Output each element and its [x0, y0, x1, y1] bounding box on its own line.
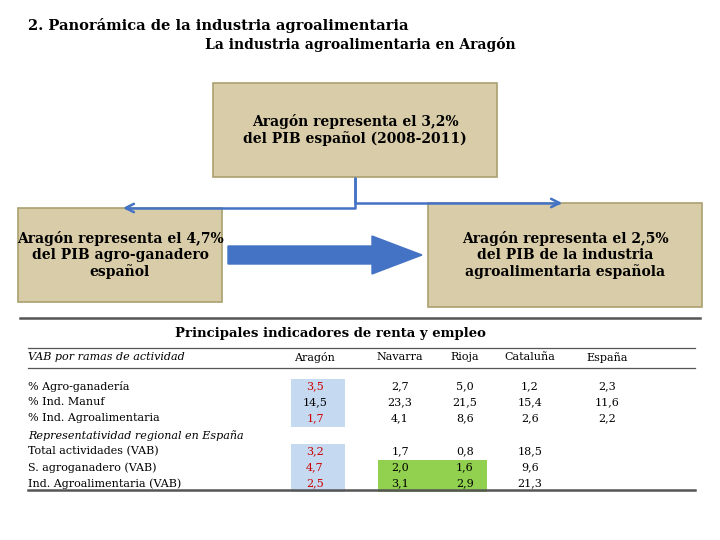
- Text: Rioja: Rioja: [451, 352, 480, 362]
- Text: 18,5: 18,5: [518, 446, 542, 456]
- Text: 2,9: 2,9: [456, 478, 474, 488]
- Text: 3,5: 3,5: [306, 381, 324, 391]
- FancyBboxPatch shape: [378, 476, 487, 492]
- Text: 1,7: 1,7: [306, 413, 324, 423]
- Text: Cataluña: Cataluña: [505, 352, 555, 362]
- Text: 4,1: 4,1: [391, 413, 409, 423]
- Text: 2,6: 2,6: [521, 413, 539, 423]
- Text: 0,8: 0,8: [456, 446, 474, 456]
- Text: 1,7: 1,7: [391, 446, 409, 456]
- Text: Ind. Agroalimentaria (VAB): Ind. Agroalimentaria (VAB): [28, 478, 181, 489]
- Text: Aragón: Aragón: [294, 352, 336, 363]
- Text: 2,0: 2,0: [391, 462, 409, 472]
- Text: Representatividad regional en España: Representatividad regional en España: [28, 430, 243, 441]
- Text: 14,5: 14,5: [302, 397, 328, 407]
- FancyBboxPatch shape: [291, 411, 345, 427]
- Text: 2,3: 2,3: [598, 381, 616, 391]
- Text: 11,6: 11,6: [595, 397, 619, 407]
- Text: 3,1: 3,1: [391, 478, 409, 488]
- Text: Navarra: Navarra: [377, 352, 423, 362]
- FancyBboxPatch shape: [291, 476, 345, 492]
- Text: 3,2: 3,2: [306, 446, 324, 456]
- Text: 5,0: 5,0: [456, 381, 474, 391]
- Text: S. agroganadero (VAB): S. agroganadero (VAB): [28, 462, 156, 472]
- Text: 1,2: 1,2: [521, 381, 539, 391]
- Text: 2,5: 2,5: [306, 478, 324, 488]
- Text: La industria agroalimentaria en Aragón: La industria agroalimentaria en Aragón: [204, 37, 516, 52]
- Text: VAB por ramas de actividad: VAB por ramas de actividad: [28, 352, 185, 362]
- Polygon shape: [228, 236, 422, 274]
- FancyBboxPatch shape: [378, 460, 487, 476]
- Text: Aragón representa el 4,7%
del PIB agro-ganadero
español: Aragón representa el 4,7% del PIB agro-g…: [17, 231, 223, 279]
- Text: Total actividades (VAB): Total actividades (VAB): [28, 446, 158, 456]
- Text: Principales indicadores de renta y empleo: Principales indicadores de renta y emple…: [175, 327, 486, 340]
- Text: 21,3: 21,3: [518, 478, 542, 488]
- FancyBboxPatch shape: [291, 444, 345, 460]
- Text: 4,7: 4,7: [306, 462, 324, 472]
- Text: Aragón representa el 2,5%
del PIB de la industria
agroalimentaria española: Aragón representa el 2,5% del PIB de la …: [462, 231, 668, 279]
- FancyBboxPatch shape: [18, 208, 222, 302]
- Text: 9,6: 9,6: [521, 462, 539, 472]
- Text: 15,4: 15,4: [518, 397, 542, 407]
- Text: % Ind. Agroalimentaria: % Ind. Agroalimentaria: [28, 413, 160, 423]
- Text: 21,5: 21,5: [453, 397, 477, 407]
- Text: 23,3: 23,3: [387, 397, 413, 407]
- Text: 1,6: 1,6: [456, 462, 474, 472]
- Text: Aragón representa el 3,2%
del PIB español (2008-2011): Aragón representa el 3,2% del PIB españo…: [243, 114, 467, 146]
- Text: 2,7: 2,7: [391, 381, 409, 391]
- FancyBboxPatch shape: [213, 83, 497, 177]
- Text: % Agro-ganadería: % Agro-ganadería: [28, 381, 130, 392]
- FancyBboxPatch shape: [291, 460, 345, 476]
- Text: 8,6: 8,6: [456, 413, 474, 423]
- FancyBboxPatch shape: [428, 203, 702, 307]
- Text: % Ind. Manuf: % Ind. Manuf: [28, 397, 104, 407]
- Text: España: España: [586, 352, 628, 363]
- FancyBboxPatch shape: [291, 395, 345, 411]
- Text: 2. Panorámica de la industria agroalimentaria: 2. Panorámica de la industria agroalimen…: [28, 18, 408, 33]
- FancyBboxPatch shape: [291, 379, 345, 395]
- Text: 2,2: 2,2: [598, 413, 616, 423]
